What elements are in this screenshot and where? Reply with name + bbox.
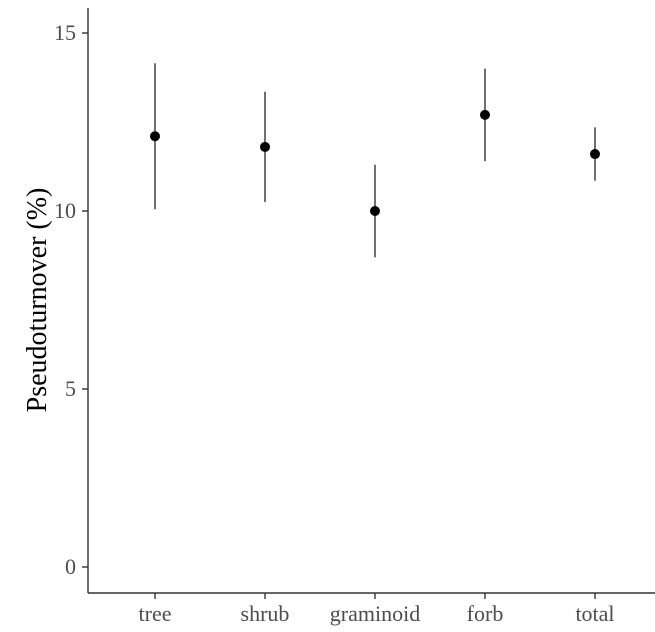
data-point [260,141,270,152]
y-tick-label: 0 [65,554,76,579]
x-tick-label: tree [139,601,172,626]
x-tick-label: shrub [241,601,290,626]
x-tick-label: graminoid [330,601,420,626]
data-point [480,109,490,120]
y-tick-label: 15 [54,20,76,45]
data-point [590,149,600,160]
y-tick-label: 5 [65,376,76,401]
data-point [150,131,160,142]
data-point [370,206,380,216]
x-tick-label: forb [467,601,504,626]
y-axis-title: Pseudoturnover (%) [22,188,53,413]
y-tick-label: 10 [54,198,76,223]
y-ticks: 0 5 10 15 [54,20,88,579]
x-axis: tree shrub graminoid forb total [88,592,655,626]
y-axis: 0 5 10 15 [54,8,89,593]
data-series [150,63,600,258]
x-ticks: tree shrub graminoid forb total [139,593,615,626]
x-tick-label: total [575,601,614,626]
